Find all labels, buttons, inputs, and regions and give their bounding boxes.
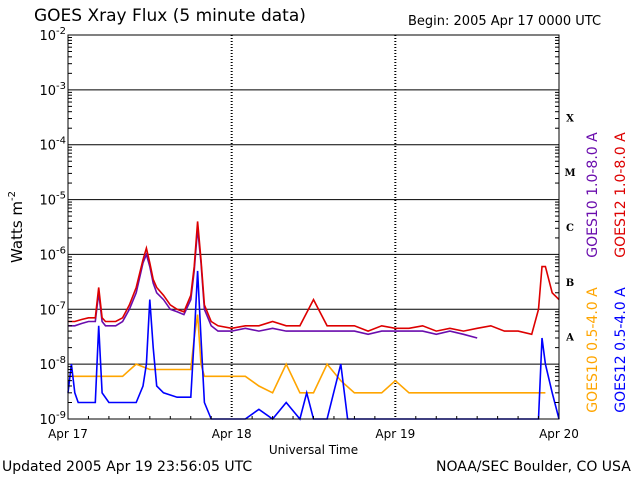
x-axis-ticks: Apr 17 Apr 18 Apr 19 Apr 20 [48, 416, 579, 441]
series-line-4 [67, 270, 560, 421]
chart-title: GOES Xray Flux (5 minute data) [34, 6, 306, 26]
plot-frame [67, 34, 560, 420]
grid-lines [68, 34, 559, 420]
legend: GOES10 1.0-8.0 A GOES12 1.0-8.0 A GOES10 0… [585, 132, 629, 413]
legend-entry-3: GOES10 0.5-4.0 A [585, 287, 601, 413]
x-tick-label: Apr 19 [375, 427, 415, 441]
credit-text: NOAA/SEC Boulder, CO USA [436, 459, 631, 475]
y-axis-ticks: 10-2 10-3 10-4 10-5 10-6 10-7 10-8 10-9 [39, 26, 559, 428]
y-tick-label: 10-4 [39, 136, 66, 154]
x-tick-label: Apr 20 [539, 427, 579, 441]
y-tick-label: 10-3 [39, 81, 66, 99]
y-tick-label: 10-6 [39, 245, 66, 263]
legend-entry-4: GOES12 0.5-4.0 A [613, 287, 629, 413]
y-tick-label: 10-2 [39, 26, 66, 44]
flare-class-M: M [564, 168, 575, 179]
x-tick-label: Apr 17 [48, 427, 88, 441]
flare-class-A: A [565, 333, 574, 344]
flare-class-C: C [566, 223, 574, 234]
x-axis-label: Universal Time [269, 443, 358, 457]
series-lines [67, 221, 560, 421]
legend-entry-2: GOES12 1.0-8.0 A [613, 132, 629, 258]
y-tick-label: 10-5 [39, 191, 66, 209]
flare-class-labels: X M C B A [564, 113, 575, 343]
y-tick-label: 10-9 [39, 410, 66, 428]
x-tick-label: Apr 18 [212, 427, 252, 441]
y-tick-label: 10-7 [39, 300, 66, 318]
y-axis-label: Watts m-2 [7, 191, 26, 263]
flare-class-B: B [566, 278, 574, 289]
flare-class-X: X [566, 113, 574, 124]
begin-time: Begin: 2005 Apr 17 0000 UTC [408, 14, 602, 29]
series-line-3 [68, 314, 546, 394]
series-line-2 [68, 221, 560, 336]
legend-entry-1: GOES10 1.0-8.0 A [585, 132, 601, 258]
updated-timestamp: Updated 2005 Apr 19 23:56:05 UTC [2, 459, 253, 475]
y-tick-label: 10-8 [39, 355, 66, 373]
